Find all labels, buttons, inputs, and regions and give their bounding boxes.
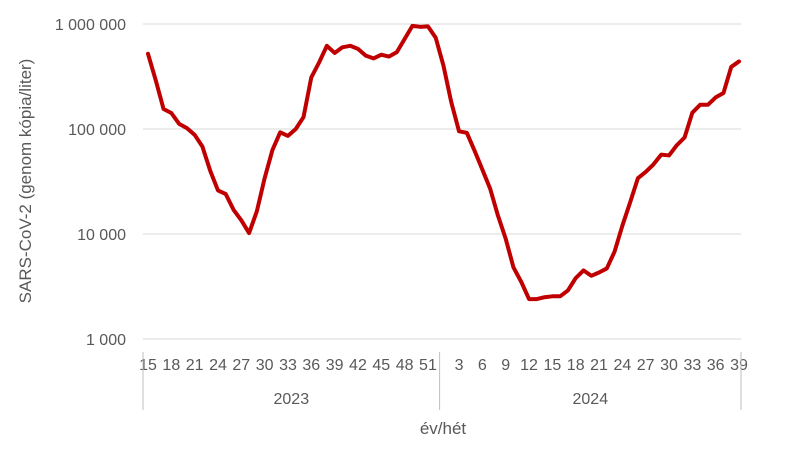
x-tick-label: 48 bbox=[396, 357, 414, 374]
x-axis: 15 18 21 24 27 30 33 36 39 42 45 48 51 3 6 9 12 15 18 21 24 2… bbox=[139, 352, 748, 410]
x-tick-label: 3 bbox=[455, 357, 464, 374]
x-tick-label: 51 bbox=[419, 357, 437, 374]
x-tick-label: 9 bbox=[501, 357, 510, 374]
year-label: 2023 bbox=[274, 391, 310, 408]
y-tick-label: 100 000 bbox=[68, 122, 126, 139]
y-axis-title: SARS-CoV-2 (genom kópia/liter) bbox=[16, 59, 35, 304]
x-tick-label: 27 bbox=[637, 357, 655, 374]
x-tick-label: 33 bbox=[683, 357, 701, 374]
y-tick-labels: 1 000 10 000 100 000 1 000 000 bbox=[55, 17, 126, 349]
x-tick-label: 18 bbox=[162, 357, 180, 374]
series-layer bbox=[146, 23, 741, 302]
x-tick-label: 30 bbox=[256, 357, 274, 374]
x-tick-label: 27 bbox=[232, 357, 250, 374]
gridlines bbox=[143, 23, 741, 340]
x-tick-label: 12 bbox=[520, 357, 538, 374]
x-tick-label: 15 bbox=[139, 357, 157, 374]
y-tick-label: 1 000 000 bbox=[55, 17, 126, 34]
x-axis-title: év/hét bbox=[420, 419, 467, 438]
x-tick-label: 30 bbox=[660, 357, 678, 374]
x-tick-label: 39 bbox=[326, 357, 344, 374]
x-tick-label: 24 bbox=[209, 357, 227, 374]
series-line bbox=[146, 23, 741, 302]
x-tick-label: 24 bbox=[613, 357, 631, 374]
x-tick-label: 15 bbox=[543, 357, 561, 374]
x-tick-label: 33 bbox=[279, 357, 297, 374]
x-tick-label: 36 bbox=[707, 357, 725, 374]
x-tick-label: 18 bbox=[567, 357, 585, 374]
x-tick-label: 21 bbox=[186, 357, 204, 374]
x-tick-label: 42 bbox=[349, 357, 367, 374]
x-tick-label: 21 bbox=[590, 357, 608, 374]
x-tick-label: 36 bbox=[302, 357, 320, 374]
x-tick-label: 6 bbox=[478, 357, 487, 374]
x-tick-label: 39 bbox=[730, 357, 748, 374]
x-tick-label: 45 bbox=[372, 357, 390, 374]
y-tick-label: 1 000 bbox=[86, 332, 126, 349]
year-label: 2024 bbox=[573, 391, 609, 408]
y-tick-label: 10 000 bbox=[77, 227, 126, 244]
